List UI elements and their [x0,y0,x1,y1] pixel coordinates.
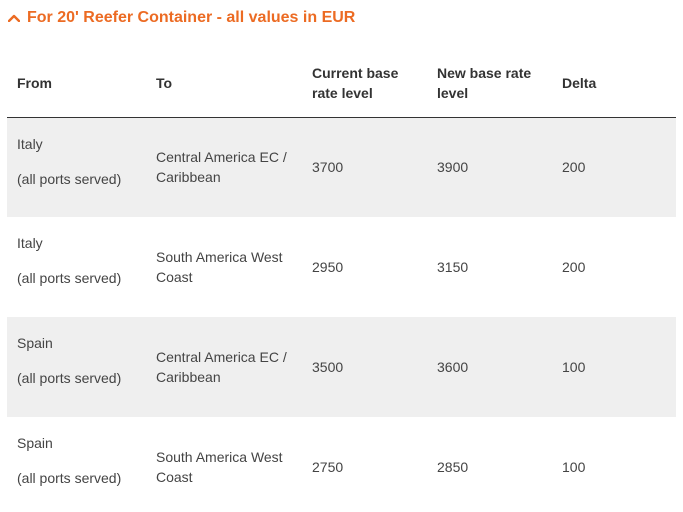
table-row: Spain (all ports served) Central America… [7,317,676,417]
cell-to: Central America EC / Caribbean [146,317,302,417]
cell-delta: 200 [552,117,676,217]
header-to: To [146,50,302,118]
cell-delta: 100 [552,317,676,417]
header-new-rate: New base rate level [427,50,552,118]
from-ports: (all ports served) [17,370,122,386]
table-row: Italy (all ports served) South America W… [7,217,676,317]
cell-current-rate: 3700 [302,117,427,217]
from-country: Spain [17,435,53,451]
cell-delta: 100 [562,459,586,475]
accordion-header[interactable]: For 20' Reefer Container - all values in… [7,6,355,30]
table-row: Italy (all ports served) Central America… [7,117,676,217]
table-header-row: From To Current base rate level New base… [7,50,676,118]
cell-to: Central America EC / Caribbean [146,117,302,217]
from-ports: (all ports served) [17,470,122,486]
cell-to: South America West Coast [156,449,283,485]
cell-from: Spain (all ports served) [7,317,146,417]
from-ports: (all ports served) [17,170,122,187]
accordion-title: For 20' Reefer Container - all values in… [27,9,356,26]
cell-delta: 200 [562,259,586,275]
header-from: From [7,50,146,118]
cell-from: Italy (all ports served) [7,217,146,317]
header-current-rate: Current base rate level [302,50,427,118]
table-row: Spain (all ports served) South America W… [7,417,676,512]
cell-new-rate: 2850 [437,459,469,475]
rates-table: From To Current base rate level New base… [7,50,676,512]
cell-to: South America West Coast [156,249,283,285]
cell-new-rate: 3600 [427,317,552,417]
cell-current-rate: 2950 [312,259,344,275]
cell-from: Spain (all ports served) [7,417,146,512]
from-country: Italy [17,235,43,251]
from-ports: (all ports served) [17,270,122,286]
cell-current-rate: 2750 [312,459,344,475]
cell-new-rate: 3900 [427,117,552,217]
cell-from: Italy (all ports served) [7,117,146,217]
cell-current-rate: 3500 [302,317,427,417]
header-delta: Delta [552,50,676,118]
from-country: Spain [17,335,53,351]
chevron-up-icon[interactable] [7,11,21,25]
from-country: Italy [17,135,43,152]
cell-new-rate: 3150 [437,259,469,275]
